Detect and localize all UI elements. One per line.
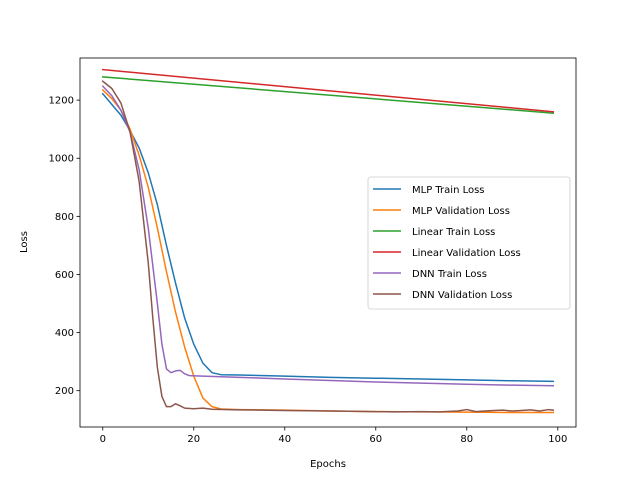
x-tick-label: 60 (369, 434, 382, 445)
series-line-3 (101, 68, 555, 113)
y-tick-label: 400 (55, 328, 74, 339)
legend-entry: Linear Train Loss (412, 227, 495, 238)
series-line-2 (101, 76, 555, 115)
series-line-4 (101, 85, 555, 387)
legend-entry: DNN Validation Loss (412, 290, 512, 301)
x-tick-label: 20 (187, 434, 200, 445)
x-tick-label: 100 (548, 434, 567, 445)
series-line-5 (101, 80, 555, 413)
legend-entry: Linear Validation Loss (412, 248, 521, 259)
series-line-0 (101, 92, 555, 383)
y-axis-label: Loss (19, 231, 30, 253)
y-axis-ticks: 200 400 600 800 1000 1200 (49, 96, 80, 397)
x-axis-label: Epochs (310, 459, 346, 470)
plot-frame (79, 57, 577, 428)
x-axis-ticks: 0 20 40 60 80 100 (100, 427, 567, 445)
y-tick-label: 800 (55, 212, 74, 223)
x-tick-label: 0 (100, 434, 106, 445)
legend-box (367, 176, 571, 310)
legend: MLP Train Loss MLP Validation Loss Linear … (367, 176, 571, 310)
y-tick-label: 1000 (49, 154, 74, 165)
x-tick-label: 40 (278, 434, 291, 445)
y-tick-label: 200 (55, 386, 74, 397)
legend-entry: DNN Train Loss (412, 269, 487, 280)
x-tick-label: 80 (460, 434, 473, 445)
y-tick-label: 1200 (49, 96, 74, 107)
y-tick-label: 600 (55, 270, 74, 281)
legend-entry: MLP Validation Loss (412, 206, 510, 217)
legend-entry: MLP Train Loss (412, 185, 485, 196)
series-layer (101, 68, 555, 414)
